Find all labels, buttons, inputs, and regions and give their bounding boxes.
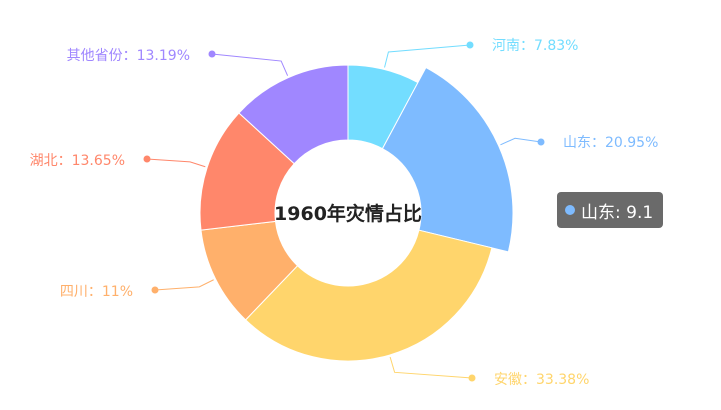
leader-dot-安徽 [468, 374, 476, 382]
slice-labels-group: 河南：7.83% 山东：20.95% 安徽：33.38% 四川：11% 湖北：13.65… [30, 38, 659, 388]
pie-slice-山东[interactable] [381, 66, 514, 253]
pie-slice-安徽[interactable] [244, 229, 493, 362]
slice-label-四川: 四川：11% [60, 284, 133, 300]
leader-dot-山东 [537, 138, 545, 146]
leader-line-其他省份 [211, 53, 289, 76]
slice-label-其他省份: 其他省份：13.19% [67, 48, 190, 64]
tooltip-color-dot [565, 205, 575, 215]
leader-line-河南 [384, 44, 471, 68]
slices-group [199, 64, 514, 362]
tooltip-text: 山东: 9.1 [581, 202, 654, 223]
leader-dot-河南 [466, 41, 474, 49]
leader-line-山东 [500, 137, 542, 146]
slice-label-安徽: 安徽：33.38% [494, 372, 589, 388]
slice-label-湖北: 湖北：13.65% [30, 153, 125, 169]
leader-dot-其他省份 [208, 50, 216, 58]
pie-slice-其他省份[interactable] [238, 64, 349, 165]
leader-dot-四川 [151, 286, 159, 294]
leader-line-湖北 [146, 158, 206, 168]
tooltip: 山东: 9.1 [557, 192, 664, 228]
leader-line-四川 [154, 279, 214, 291]
slice-label-河南: 河南：7.83% [492, 38, 578, 54]
leader-dot-湖北 [143, 155, 151, 163]
slice-label-山东: 山东：20.95% [563, 135, 658, 151]
leader-lines-group [143, 41, 545, 382]
chart-title: 1960年灾情占比 [274, 202, 422, 225]
leader-line-安徽 [389, 356, 473, 379]
